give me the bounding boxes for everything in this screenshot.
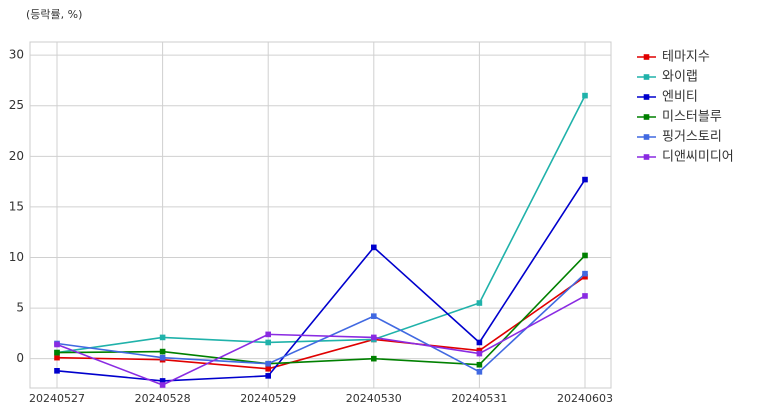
y-tick-label: 30 [9,48,24,62]
point-marker [54,368,60,374]
point-marker [582,270,588,277]
series-line [56,179,586,382]
series-line [56,254,586,366]
y-tick-label: 0 [16,351,24,365]
point-marker [265,373,271,379]
legend-label: 엔비티 [662,90,698,105]
point-marker [54,354,60,361]
point-marker [582,176,588,183]
legend-label: 핑거스토리 [662,130,722,145]
point-marker [371,334,377,341]
point-marker [582,293,588,299]
point-marker [159,334,166,341]
legend-marker [643,74,650,80]
y-axis-label: (등락률, %) [26,8,82,21]
point-marker [371,355,377,362]
y-tick-label: 10 [9,250,24,264]
point-marker [265,331,271,338]
point-marker [476,347,483,354]
point-marker [476,350,483,357]
legend-label: 와이랩 [662,70,698,85]
series-line [56,273,586,373]
point-marker [159,378,166,384]
x-tick-label: 20240527 [29,392,85,405]
point-marker [265,339,271,346]
point-marker [582,92,588,99]
point-marker [54,341,60,348]
point-marker [476,361,483,368]
point-marker [265,365,271,372]
point-marker [159,382,166,388]
legend-marker [643,154,650,160]
x-tick-label: 20240530 [346,392,402,405]
point-marker [371,244,377,251]
x-tick-label: 20240529 [240,392,296,405]
legend-label: 미스터블루 [662,110,722,125]
point-marker [159,354,166,361]
point-marker [582,252,588,259]
y-tick-label: 20 [9,149,24,163]
y-tick-label: 25 [9,98,24,112]
x-tick-label: 20240528 [135,392,191,405]
x-tick-label: 20240531 [451,392,507,405]
point-marker [54,349,60,356]
point-marker [265,360,271,367]
plot-area [29,41,612,389]
x-tick-label: 20240603 [557,392,613,405]
point-marker [371,313,377,319]
y-tick-label: 15 [9,199,24,213]
legend-label: 테마지수 [662,50,710,65]
legend-marker [643,94,650,100]
y-tick-label: 5 [16,301,24,315]
series-line [56,276,586,370]
series-line [56,295,586,386]
point-marker [582,273,588,280]
legend-marker [643,54,650,60]
point-marker [476,300,483,306]
series-line [56,95,586,354]
point-marker [159,348,166,355]
point-marker [476,339,483,346]
point-marker [476,369,483,375]
legend-marker [643,114,650,120]
legend-marker [643,134,650,140]
legend-label: 디앤씨미디어 [662,150,734,165]
